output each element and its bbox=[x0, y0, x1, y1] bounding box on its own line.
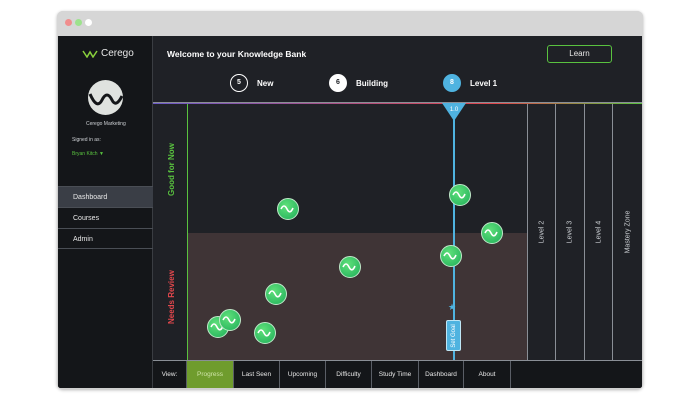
memory-node[interactable] bbox=[440, 245, 462, 267]
level-2-column: Level 2 bbox=[527, 104, 555, 360]
memory-node[interactable] bbox=[481, 222, 503, 244]
plot-area: 1.0 ★ Set Goal bbox=[187, 102, 528, 360]
wave-icon bbox=[484, 229, 498, 237]
wave-icon bbox=[88, 93, 124, 106]
stat-level1: 8 Level 1 bbox=[443, 74, 497, 92]
set-goal-label: Set Goal bbox=[450, 323, 457, 348]
sidebar: Cerego Cerego Marketing Signed in as: Br… bbox=[58, 36, 153, 388]
mastery-zone-column: Mastery Zone bbox=[612, 104, 642, 360]
cerego-wave-icon bbox=[82, 50, 98, 58]
tab-upcoming[interactable]: Upcoming bbox=[280, 361, 326, 388]
memory-node[interactable] bbox=[265, 283, 287, 305]
wave-icon bbox=[210, 323, 224, 331]
stat-count: 5 bbox=[230, 74, 248, 92]
wave-icon bbox=[222, 316, 236, 324]
tab-study-time[interactable]: Study Time bbox=[372, 361, 419, 388]
level-3-column: Level 3 bbox=[555, 104, 583, 360]
stat-count: 6 bbox=[329, 74, 347, 92]
level-label: Level 4 bbox=[595, 220, 602, 244]
level-marker[interactable]: 1.0 bbox=[441, 102, 467, 122]
view-label: View: bbox=[153, 361, 187, 388]
maximize-dot[interactable] bbox=[75, 19, 82, 26]
level-line bbox=[453, 116, 455, 360]
minimize-dot[interactable] bbox=[85, 19, 92, 26]
tab-about[interactable]: About bbox=[464, 361, 511, 388]
needs-review-zone bbox=[188, 233, 528, 360]
tab-progress[interactable]: Progress bbox=[187, 361, 234, 388]
level-label: Level 2 bbox=[538, 220, 545, 244]
memory-node[interactable] bbox=[449, 184, 471, 206]
stat-label: Level 1 bbox=[470, 78, 498, 88]
memory-node[interactable] bbox=[219, 309, 241, 331]
main-panel: Welcome to your Knowledge Bank Learn 5 Ne… bbox=[153, 36, 642, 388]
stat-count: 8 bbox=[443, 74, 461, 92]
memory-node[interactable] bbox=[339, 256, 361, 278]
signed-in-label: Signed in as: bbox=[72, 137, 101, 143]
star-icon: ★ bbox=[448, 302, 457, 312]
level-label: Level 3 bbox=[566, 220, 573, 244]
org-name: Cerego Marketing bbox=[86, 121, 126, 127]
wave-icon bbox=[268, 290, 282, 298]
header: Welcome to your Knowledge Bank Learn 5 Ne… bbox=[153, 36, 642, 103]
progress-chart: Good for Now Needs Review 1.0 ★ Set Goal… bbox=[153, 102, 642, 360]
needs-review-label: Needs Review bbox=[167, 270, 176, 324]
close-dot[interactable] bbox=[65, 19, 72, 26]
tab-dashboard[interactable]: Dashboard bbox=[419, 361, 464, 388]
brand-name: Cerego bbox=[101, 48, 134, 59]
tab-difficulty[interactable]: Difficulty bbox=[326, 361, 372, 388]
logo[interactable]: Cerego bbox=[82, 48, 134, 59]
stat-new: 5 New bbox=[230, 74, 273, 92]
stat-building: 6 Building bbox=[329, 74, 388, 92]
user-menu[interactable]: Bryan Kitch ▼ bbox=[72, 151, 104, 157]
stat-label: New bbox=[257, 78, 274, 88]
memory-node[interactable] bbox=[277, 198, 299, 220]
marker-value: 1.0 bbox=[450, 107, 459, 113]
wave-icon bbox=[257, 329, 271, 337]
wave-icon bbox=[342, 263, 356, 271]
wave-icon bbox=[452, 191, 466, 199]
level-label: Mastery Zone bbox=[624, 210, 631, 254]
sidebar-item-courses[interactable]: Courses bbox=[58, 207, 153, 228]
sidebar-item-admin[interactable]: Admin bbox=[58, 228, 153, 249]
level-4-column: Level 4 bbox=[584, 104, 612, 360]
set-goal-button[interactable]: Set Goal bbox=[446, 320, 461, 351]
page-title: Welcome to your Knowledge Bank bbox=[167, 49, 307, 59]
tab-last-seen[interactable]: Last Seen bbox=[234, 361, 280, 388]
sidebar-item-dashboard[interactable]: Dashboard bbox=[58, 186, 153, 207]
view-tabs: View: Progress Last Seen Upcoming Diffic… bbox=[153, 360, 642, 388]
memory-node[interactable] bbox=[254, 322, 276, 344]
stat-label: Building bbox=[356, 78, 388, 88]
browser-window: Cerego Cerego Marketing Signed in as: Br… bbox=[57, 11, 643, 389]
avatar bbox=[88, 80, 124, 115]
good-for-now-label: Good for Now bbox=[167, 143, 176, 196]
wave-icon bbox=[443, 252, 457, 260]
title-bar bbox=[57, 11, 643, 36]
learn-button[interactable]: Learn bbox=[547, 45, 612, 63]
wave-icon bbox=[280, 205, 294, 213]
